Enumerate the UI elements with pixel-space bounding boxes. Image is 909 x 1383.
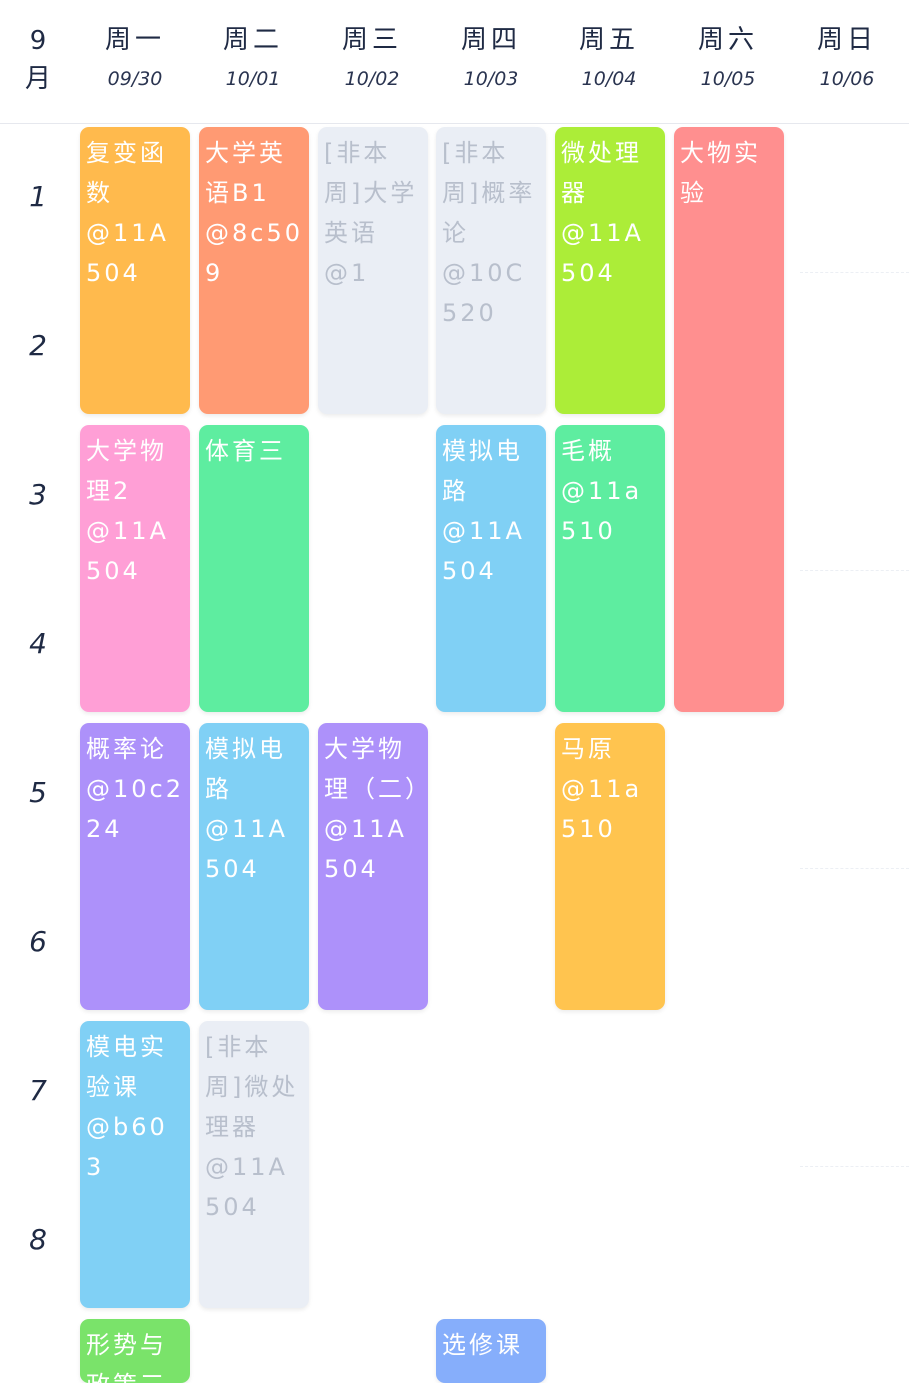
- course-name: 大学英语B1: [205, 139, 286, 207]
- period-label: 8: [29, 1223, 47, 1256]
- day-header-mon[interactable]: 周一 09/30: [76, 22, 194, 94]
- course-card[interactable]: 模拟电路 @11A504: [199, 723, 309, 1010]
- grid-line: [800, 868, 909, 869]
- day-name: 周三: [341, 25, 402, 55]
- day-header-sat[interactable]: 周六 10/05: [669, 22, 787, 94]
- day-name: 周四: [460, 25, 521, 55]
- day-date: 10/04: [581, 68, 637, 90]
- course-card[interactable]: 毛概 @11a510: [555, 425, 665, 712]
- course-name: 马原: [561, 735, 615, 763]
- course-name: 模拟电路: [442, 437, 523, 505]
- course-room: @11A504: [561, 219, 644, 287]
- course-card[interactable]: [非本周]微处理器 @11A504: [199, 1021, 309, 1308]
- course-room: @11A504: [205, 1153, 288, 1221]
- course-name: 大物实验: [680, 139, 761, 207]
- period-label: 4: [29, 627, 47, 660]
- course-name: 体育三: [205, 437, 286, 465]
- course-name: 形势与政策三: [86, 1331, 167, 1383]
- day-name: 周五: [578, 25, 639, 55]
- day-date: 10/06: [819, 68, 875, 90]
- course-room: @11A504: [86, 517, 169, 585]
- day-header-sun[interactable]: 周日 10/06: [788, 22, 906, 94]
- day-header-tue[interactable]: 周二 10/01: [194, 22, 312, 94]
- month-label: 9 月: [24, 26, 51, 94]
- course-name: 模拟电路: [205, 735, 286, 803]
- day-name: 周六: [697, 25, 758, 55]
- day-date: 10/02: [344, 68, 400, 90]
- course-card[interactable]: 概率论 @10c224: [80, 723, 190, 1010]
- course-card[interactable]: [非本周]大学英语 @1: [318, 127, 428, 414]
- course-card[interactable]: 大学物理2 @11A504: [80, 425, 190, 712]
- course-card[interactable]: 马原 @11a510: [555, 723, 665, 1010]
- course-card[interactable]: 选修课: [436, 1319, 546, 1383]
- course-room: @10C520: [442, 259, 526, 327]
- course-room: @11A504: [205, 815, 288, 883]
- day-header-fri[interactable]: 周五 10/04: [550, 22, 668, 94]
- course-room: @8c509: [205, 219, 304, 287]
- course-card[interactable]: 体育三: [199, 425, 309, 712]
- week-header: 9 月 周一 09/30 周二 10/01 周三 10/02 周四 10/03 …: [0, 0, 909, 124]
- course-room: @11a510: [561, 775, 643, 843]
- day-date: 10/03: [463, 68, 519, 90]
- day-name: 周日: [816, 25, 877, 55]
- period-label: 2: [29, 329, 47, 362]
- course-name: 选修课: [442, 1331, 523, 1359]
- course-room: @11A504: [324, 815, 407, 883]
- course-name: 微处理器: [561, 139, 642, 207]
- day-name: 周二: [222, 25, 283, 55]
- course-name: 毛概: [561, 437, 615, 465]
- grid-line: [800, 570, 909, 571]
- course-card[interactable]: 微处理器 @11A504: [555, 127, 665, 414]
- course-room: @11A504: [86, 219, 169, 287]
- course-card[interactable]: 大学英语B1 @8c509: [199, 127, 309, 414]
- course-name: 复变函数: [86, 139, 167, 207]
- course-name: 概率论: [86, 735, 167, 763]
- day-date: 10/05: [700, 68, 756, 90]
- course-card[interactable]: [非本周]概率论 @10C520: [436, 127, 546, 414]
- period-label: 5: [29, 776, 47, 809]
- day-header-wed[interactable]: 周三 10/02: [313, 22, 431, 94]
- course-name: [非本周]概率论: [442, 139, 536, 247]
- course-name: 大学物理（二）: [324, 735, 428, 803]
- day-name: 周一: [104, 25, 165, 55]
- course-name: 模电实验课: [86, 1033, 167, 1101]
- course-name: [非本周]微处理器: [205, 1033, 299, 1141]
- course-name: 大学物理2: [86, 437, 167, 505]
- grid-line: [800, 272, 909, 273]
- course-room: @10c224: [86, 775, 185, 843]
- course-card[interactable]: 大物实验: [674, 127, 784, 712]
- period-label: 3: [29, 478, 47, 511]
- course-room: @1: [324, 259, 370, 287]
- course-card[interactable]: 大学物理（二） @11A504: [318, 723, 428, 1010]
- day-date: 09/30: [107, 68, 163, 90]
- day-header-thu[interactable]: 周四 10/03: [432, 22, 550, 94]
- course-card[interactable]: 复变函数 @11A504: [80, 127, 190, 414]
- course-card[interactable]: 模拟电路 @11A504: [436, 425, 546, 712]
- course-card[interactable]: 模电实验课 @b603: [80, 1021, 190, 1308]
- course-room: @11a510: [561, 477, 643, 545]
- course-name: [非本周]大学英语: [324, 139, 418, 247]
- grid-line: [800, 1166, 909, 1167]
- period-label: 1: [29, 180, 47, 213]
- period-label: 6: [29, 925, 47, 958]
- course-room: @11A504: [442, 517, 525, 585]
- course-room: @b603: [86, 1113, 168, 1181]
- period-label: 7: [29, 1074, 47, 1107]
- course-card[interactable]: 形势与政策三: [80, 1319, 190, 1383]
- day-date: 10/01: [225, 68, 281, 90]
